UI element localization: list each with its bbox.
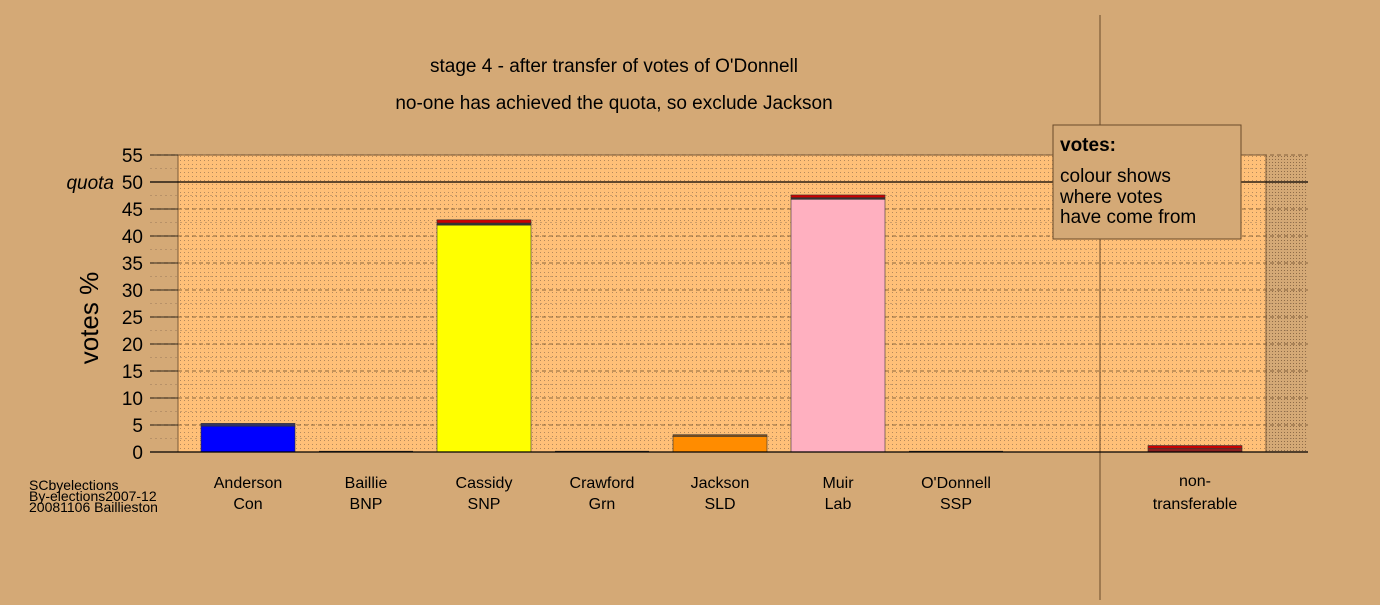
candidate-name-label: Cassidy	[456, 475, 513, 492]
bar-segment	[672, 434, 768, 437]
footer-line-1: SCbyelections	[29, 477, 119, 493]
y-tick-label: 30	[122, 281, 143, 302]
candidate-party-label: Grn	[589, 496, 616, 513]
y-axis-label: votes %	[74, 272, 104, 365]
candidate-party-label: SLD	[704, 496, 735, 513]
chart-title: stage 4 - after transfer of votes of O'D…	[430, 56, 798, 77]
legend-line-2: where votes	[1059, 187, 1162, 208]
candidate-party-label: Lab	[825, 496, 852, 513]
bars	[200, 194, 1243, 453]
nontransferable-label-2: transferable	[1153, 496, 1238, 513]
footer-line-2: By-elections2007-12	[29, 488, 157, 504]
bar-cassidy	[436, 219, 532, 453]
source-footer: SCbyelections By-elections2007-12 200811…	[29, 477, 158, 515]
y-tick-label: 45	[122, 200, 143, 221]
y-tick-label: 35	[122, 254, 143, 275]
y-tick-label: 20	[122, 335, 143, 356]
y-axis: 0 5 10 15 20 25 30 35 40 45 50 55	[122, 146, 178, 464]
bar-segment	[200, 423, 296, 427]
bar-jackson	[672, 434, 768, 453]
x-labels: Anderson Con Baillie BNP Cassidy SNP Crawford G…	[214, 473, 1238, 513]
candidate-party-label: BNP	[350, 496, 383, 513]
bar-anderson	[200, 423, 296, 453]
candidate-name-label: O'Donnell	[921, 475, 991, 492]
y-tick-label: 0	[132, 443, 143, 464]
bar-nontransferable	[1147, 445, 1243, 453]
y-tick-label: 15	[122, 362, 143, 383]
legend-box: votes: colour shows where votes have com…	[1052, 124, 1242, 240]
bar-segment	[1147, 445, 1243, 449]
legend-line-1: colour shows	[1060, 166, 1171, 187]
footer-line-3: 20081106 Baillieston	[29, 499, 158, 515]
candidate-name-label: Anderson	[214, 475, 283, 492]
bar-segment	[436, 219, 532, 224]
candidate-name-label: Muir	[822, 475, 854, 492]
candidate-name-label: Baillie	[345, 475, 388, 492]
candidate-party-label: Con	[233, 496, 262, 513]
bar-segment	[436, 224, 532, 453]
y-tick-label: 5	[132, 416, 143, 437]
legend-line-3: have come from	[1060, 207, 1196, 228]
y-tick-label: 55	[122, 146, 143, 167]
y-tick-label: 25	[122, 308, 143, 329]
candidate-name-label: Crawford	[570, 475, 635, 492]
bar-muir	[790, 194, 886, 453]
chart-subtitle: no-one has achieved the quota, so exclud…	[395, 93, 832, 114]
bar-segment	[436, 222, 532, 226]
y-tick-label: 50	[122, 173, 143, 194]
candidate-name-label: Jackson	[691, 475, 750, 492]
bar-segment	[790, 194, 886, 198]
bar-segment	[672, 436, 768, 453]
quota-label: quota	[66, 173, 114, 194]
y-tick-label: 10	[122, 389, 143, 410]
y-tick-label: 40	[122, 227, 143, 248]
candidate-party-label: SNP	[468, 496, 501, 513]
candidate-party-label: SSP	[940, 496, 972, 513]
bar-segment	[790, 198, 886, 453]
legend-title: votes:	[1060, 135, 1116, 156]
nontransferable-label-1: non-	[1179, 473, 1211, 490]
bar-segment	[200, 425, 296, 453]
